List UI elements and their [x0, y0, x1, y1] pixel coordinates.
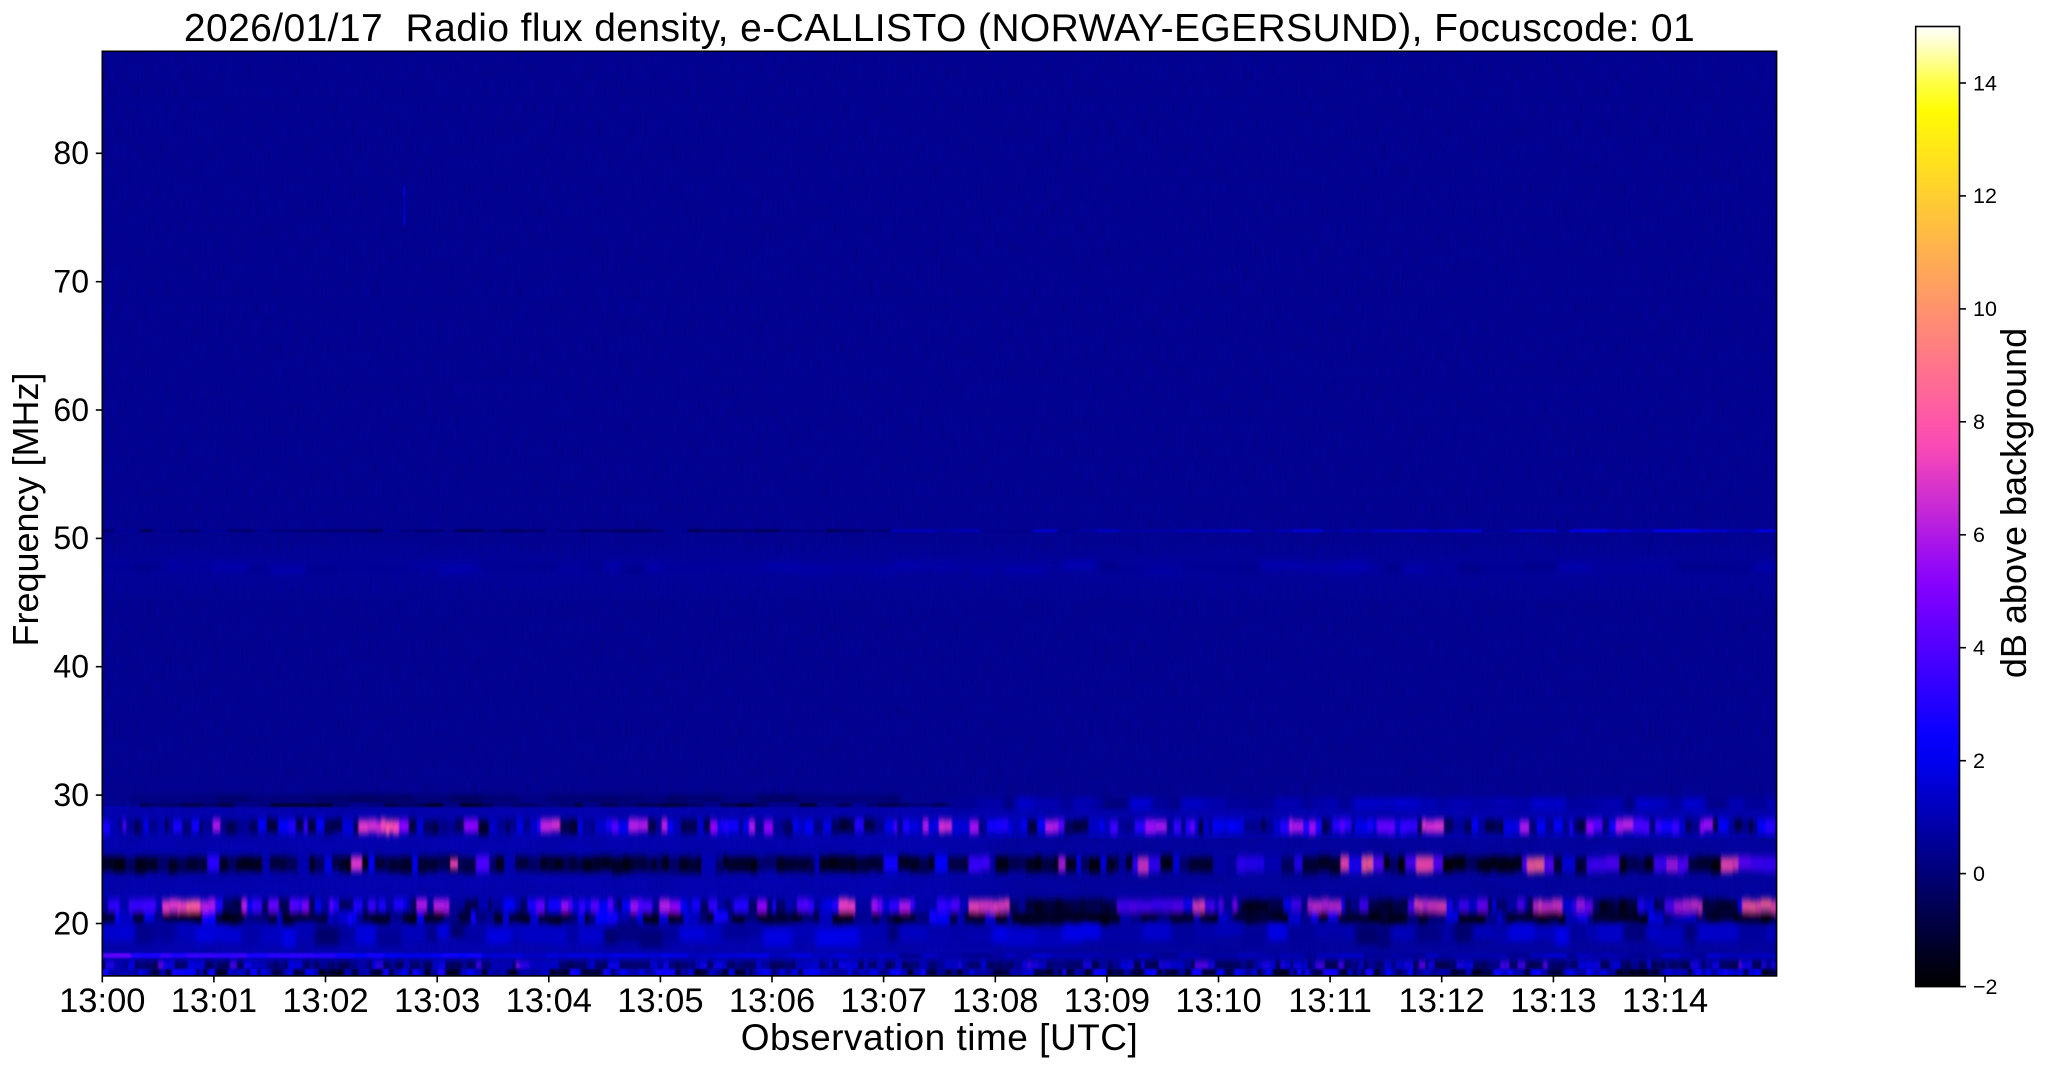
svg-text:13:11: 13:11 — [1288, 982, 1372, 1020]
svg-text:14: 14 — [1973, 71, 1997, 95]
svg-text:13:01: 13:01 — [171, 982, 257, 1020]
svg-text:4: 4 — [1973, 636, 1985, 660]
svg-text:2026/01/17 Radio flux density: 2026/01/17 Radio flux density, e-CALLIST… — [184, 7, 1695, 50]
svg-text:13:09: 13:09 — [1064, 982, 1150, 1020]
svg-text:40: 40 — [53, 649, 89, 685]
svg-text:13:06: 13:06 — [729, 982, 815, 1020]
svg-text:50: 50 — [53, 520, 89, 556]
svg-text:8: 8 — [1973, 410, 1985, 434]
svg-text:13:05: 13:05 — [617, 982, 703, 1020]
svg-text:13:03: 13:03 — [394, 982, 480, 1020]
svg-text:dB above background: dB above background — [1993, 328, 2034, 678]
svg-text:Observation time [UTC]: Observation time [UTC] — [741, 1017, 1139, 1058]
svg-text:13:02: 13:02 — [282, 982, 368, 1020]
svg-text:13:07: 13:07 — [840, 982, 926, 1020]
svg-text:13:08: 13:08 — [952, 982, 1038, 1020]
svg-text:2: 2 — [1973, 749, 1985, 773]
svg-text:10: 10 — [1973, 297, 1997, 321]
svg-text:60: 60 — [53, 392, 89, 428]
svg-text:20: 20 — [53, 905, 89, 941]
svg-text:70: 70 — [53, 264, 89, 300]
svg-text:13:04: 13:04 — [506, 982, 592, 1020]
svg-text:13:12: 13:12 — [1399, 982, 1485, 1020]
svg-text:Frequency [MHz]: Frequency [MHz] — [5, 372, 46, 646]
svg-text:6: 6 — [1973, 523, 1985, 547]
svg-text:80: 80 — [53, 135, 89, 171]
svg-text:13:14: 13:14 — [1622, 982, 1708, 1020]
svg-text:−2: −2 — [1973, 975, 1998, 999]
svg-text:13:13: 13:13 — [1510, 982, 1596, 1020]
svg-text:13:00: 13:00 — [59, 982, 145, 1020]
svg-text:0: 0 — [1973, 862, 1985, 886]
svg-text:13:10: 13:10 — [1175, 982, 1261, 1020]
svg-text:30: 30 — [53, 777, 89, 813]
svg-text:12: 12 — [1973, 184, 1997, 208]
